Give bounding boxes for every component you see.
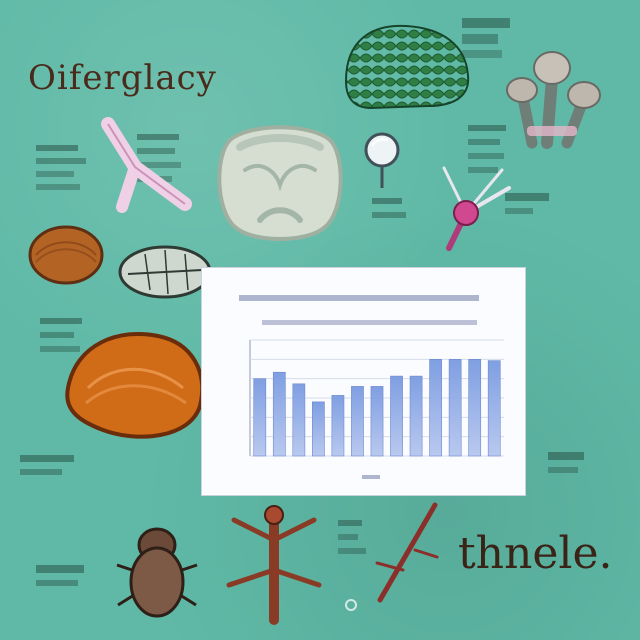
scribble-text-block [505,193,549,214]
chart-bar [272,371,286,457]
small-bubble-icon [345,599,357,611]
skull-bone-icon [217,125,343,241]
chart-bar [468,359,482,457]
seed-icon [28,225,104,285]
chart-title-scribble [239,295,479,325]
insect-specimen-icon [116,527,198,618]
mushroom-cluster-icon [506,51,601,149]
collage-title-top-left: Oiferglacy [28,58,217,98]
bar-chart [239,295,504,479]
chart-bar [409,375,423,457]
mirror-icon [364,132,400,188]
collage-title-bottom-right: thnele. [458,528,613,579]
scribble-text-block [338,520,366,554]
chart-bar [487,360,501,457]
bar-chart-card [201,267,526,496]
leaf-wing-icon [118,245,212,299]
large-mushroom-cap-icon [65,331,205,439]
scribble-text-block [372,198,406,218]
chart-bar [351,386,364,457]
chart-bar [331,395,345,457]
chart-bar [429,359,442,457]
scribble-text-block [40,318,82,352]
scribble-text-block [468,125,506,173]
pink-flower-icon [442,166,511,251]
chart-xlabel-scribble [362,475,380,479]
ant-specimen-icon [226,505,322,625]
scribble-text-block [548,452,584,473]
scribble-text-block [36,145,86,190]
chart-bars [253,359,501,457]
chart-bar [312,401,325,457]
chart-bar [390,375,403,457]
green-beetle-shell-icon [344,24,470,110]
pink-y-bone-icon [101,117,192,213]
scribble-text-block [20,455,74,475]
chart-bar [253,378,267,457]
chart-bar [292,383,306,457]
chart-bar [448,359,462,457]
chart-bar [370,386,384,457]
scribble-text-block [462,18,510,58]
stick-insect-icon [375,502,439,603]
scribble-text-block [36,565,84,586]
